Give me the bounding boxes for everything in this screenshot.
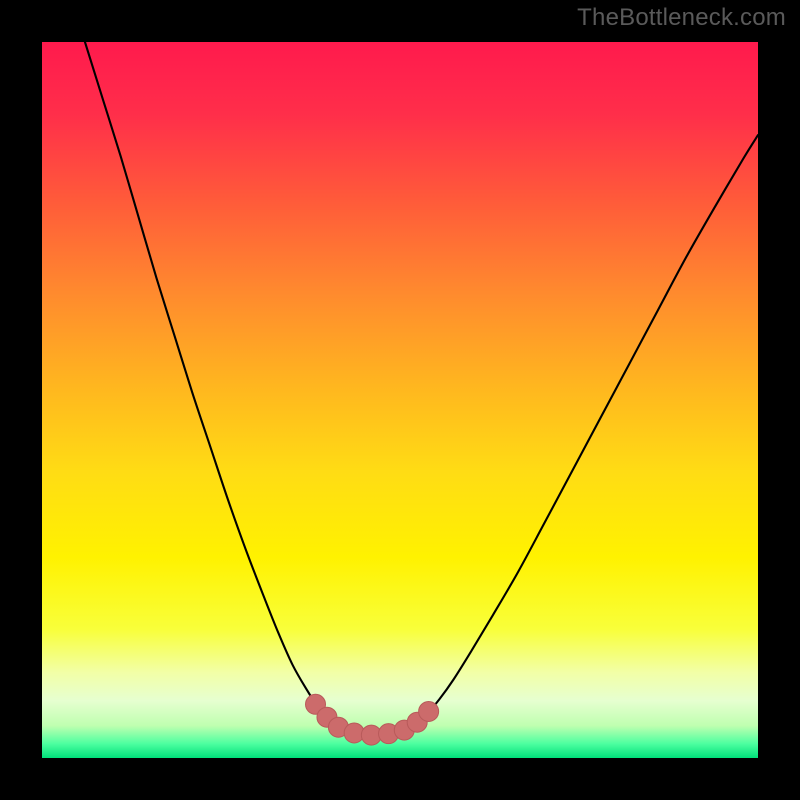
marker-group (306, 694, 439, 745)
chart-svg (0, 0, 800, 800)
curve-marker (419, 701, 439, 721)
chart-frame: TheBottleneck.com (0, 0, 800, 800)
bottleneck-curve (85, 42, 758, 736)
